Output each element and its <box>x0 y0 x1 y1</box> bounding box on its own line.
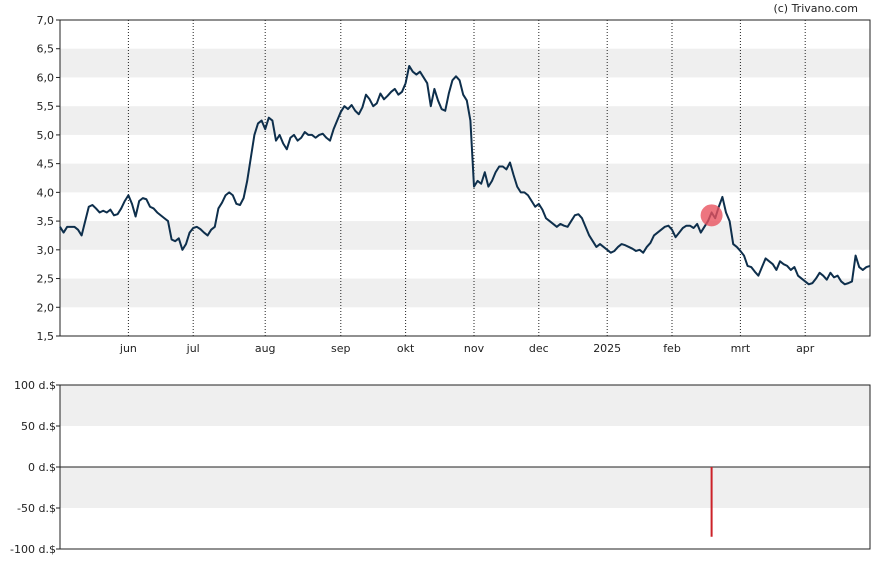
y-tick-label: 2,0 <box>37 301 55 314</box>
price-chart: jun jul aug sep okt nov dec 2025 feb mrt apr 7,0 6,5… <box>37 14 871 355</box>
x-tick-label: jun <box>119 342 137 355</box>
y-tick-label: 5,0 <box>37 129 55 142</box>
dividend-marker <box>700 204 723 227</box>
x-tick-label: nov <box>464 342 485 355</box>
grid-band <box>60 106 870 135</box>
y-tick-label: 6,5 <box>37 43 55 56</box>
plot-frame <box>59 19 871 337</box>
y-tick-label: 6,0 <box>37 71 55 84</box>
x-tick-label: dec <box>529 342 549 355</box>
grid-band <box>60 385 870 426</box>
credit-text: (c) Trivano.com <box>773 2 858 15</box>
grid-band <box>60 163 870 193</box>
y-tick-label: 5,5 <box>37 100 55 113</box>
x-tick-label: jul <box>186 342 200 355</box>
plot-frame <box>59 384 871 550</box>
y-tick-label: -100 d.$ <box>10 543 56 556</box>
x-tick-label: aug <box>255 342 276 355</box>
x-tick-label: sep <box>331 342 350 355</box>
x-tick-label: 2025 <box>593 342 621 355</box>
y-tick-label: 100 d.$ <box>14 379 56 392</box>
y-tick-label: 1,5 <box>37 330 55 343</box>
x-tick-label: apr <box>796 342 815 355</box>
x-tick-label: okt <box>397 342 415 355</box>
y-tick-label: -50 d.$ <box>17 502 56 515</box>
y-tick-label: 4,0 <box>37 186 55 199</box>
y-tick-label: 4,5 <box>37 158 55 171</box>
y-tick-label: 50 d.$ <box>21 420 56 433</box>
price-line <box>59 64 871 286</box>
x-tick-label: feb <box>663 342 681 355</box>
grid-band <box>60 467 870 508</box>
y-tick-label: 3,0 <box>37 244 55 257</box>
y-tick-label: 7,0 <box>37 14 55 27</box>
y-tick-label: 3,5 <box>37 215 55 228</box>
y-tick-label: 2,5 <box>37 273 55 286</box>
x-tick-label: mrt <box>731 342 751 355</box>
dividend-chart: 100 d.$ 50 d.$ 0 d.$ -50 d.$ -100 d.$ <box>10 379 871 556</box>
grid-band <box>60 278 870 308</box>
grid-band <box>60 48 870 78</box>
y-tick-label: 0 d.$ <box>28 461 56 474</box>
